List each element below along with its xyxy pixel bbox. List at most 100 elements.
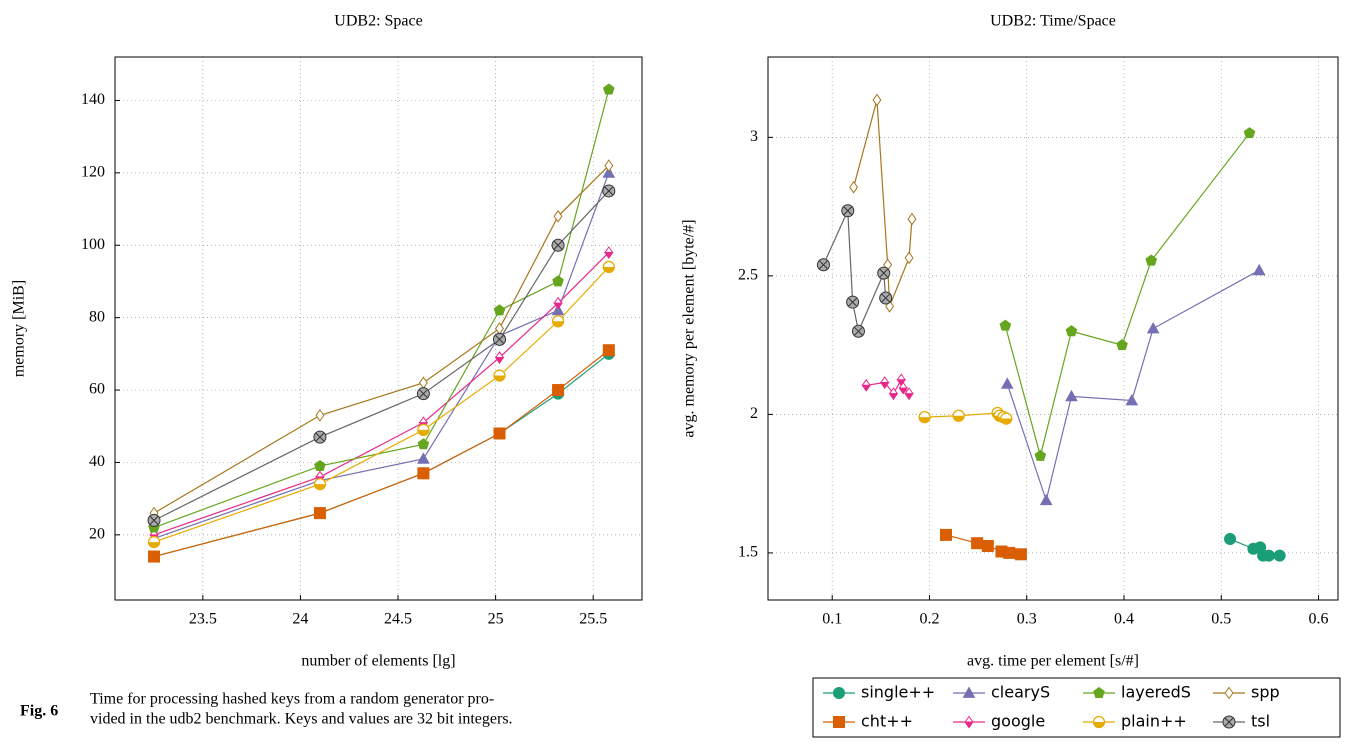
marker-shape <box>495 335 504 344</box>
marker <box>493 304 506 316</box>
marker <box>999 319 1012 331</box>
marker <box>1273 549 1286 562</box>
marker <box>1125 394 1139 406</box>
marker-shape <box>603 266 615 273</box>
marker <box>604 246 614 259</box>
marker-shape <box>602 166 616 178</box>
marker <box>877 266 891 280</box>
caption-label: Fig. 6 <box>20 703 58 720</box>
y-tick-label: 2 <box>750 405 758 422</box>
marker-shape <box>551 303 565 316</box>
marker-shape <box>552 384 565 397</box>
marker <box>553 209 563 223</box>
marker-shape <box>898 387 909 395</box>
y-tick-label: 3 <box>750 128 758 145</box>
marker <box>1039 493 1053 506</box>
marker <box>417 467 430 480</box>
x-tick-label: 25 <box>488 611 504 628</box>
marker <box>1003 546 1016 559</box>
marker-shape <box>418 376 428 390</box>
marker-shape <box>962 686 976 698</box>
marker <box>1116 339 1128 351</box>
marker-shape <box>493 304 506 316</box>
marker <box>551 315 565 328</box>
marker <box>1224 533 1237 546</box>
marker <box>1222 715 1236 729</box>
series-line <box>822 210 887 334</box>
marker-shape <box>1000 418 1012 425</box>
marker <box>981 539 994 552</box>
marker-shape <box>879 268 888 278</box>
legend-label: layeredS <box>1121 683 1191 702</box>
marker <box>493 427 506 440</box>
x-tick-label: 0.6 <box>1309 611 1329 628</box>
legend-label: spp <box>1251 683 1280 702</box>
marker <box>904 251 914 265</box>
y-tick-label: 140 <box>81 91 105 108</box>
marker <box>418 376 428 390</box>
marker <box>971 537 984 550</box>
series-line <box>153 190 610 521</box>
marker-shape <box>604 251 614 259</box>
marker <box>879 291 893 305</box>
marker-shape <box>907 212 917 226</box>
marker <box>918 411 931 424</box>
marker <box>313 507 326 520</box>
marker-shape <box>872 93 882 107</box>
plot-frame <box>767 56 1339 601</box>
marker-shape <box>315 432 325 442</box>
marker-shape <box>315 409 325 422</box>
marker-shape <box>1243 127 1256 139</box>
legend-label: plain++ <box>1121 712 1187 731</box>
marker <box>1014 548 1027 561</box>
marker-shape <box>602 344 615 357</box>
marker <box>148 550 161 563</box>
marker-shape <box>1262 549 1275 562</box>
marker <box>1252 263 1266 276</box>
series-line <box>153 353 610 558</box>
marker-shape <box>881 293 890 303</box>
legend-label: single++ <box>861 683 935 702</box>
marker-shape <box>1224 533 1237 546</box>
marker-shape <box>148 542 160 548</box>
legend-label: cht++ <box>861 712 913 731</box>
marker <box>872 93 882 107</box>
marker <box>1034 449 1047 461</box>
marker <box>313 478 327 491</box>
x-tick-label: 0.5 <box>1211 611 1231 628</box>
y-tick-label: 2.5 <box>738 267 758 284</box>
marker <box>494 351 505 364</box>
marker-shape <box>314 484 326 490</box>
marker <box>1243 127 1256 139</box>
marker-shape <box>861 384 872 392</box>
marker <box>417 438 430 450</box>
marker <box>552 384 565 397</box>
marker <box>493 369 506 382</box>
marker <box>602 260 615 274</box>
marker-shape <box>1125 394 1139 406</box>
chart-title: UDB2: Space <box>334 13 422 30</box>
marker-shape <box>1273 549 1286 562</box>
marker-shape <box>494 356 505 364</box>
caption-line: Time for processing hashed keys from a r… <box>90 691 494 708</box>
marker <box>833 687 845 699</box>
marker <box>493 332 507 346</box>
marker-shape <box>149 516 159 525</box>
marker-shape <box>1224 717 1234 727</box>
marker-shape <box>1000 377 1014 389</box>
y-axis-label: avg. memory per element [byte/#] <box>681 219 698 437</box>
marker <box>904 387 914 400</box>
marker-shape <box>419 389 428 398</box>
y-tick-label: 80 <box>89 308 105 325</box>
x-tick-label: 25.5 <box>579 611 607 628</box>
y-tick-label: 60 <box>89 381 105 398</box>
marker-shape <box>919 417 931 423</box>
x-tick-label: 0.3 <box>1017 611 1037 628</box>
marker-shape <box>1065 389 1078 402</box>
marker-shape <box>553 241 563 250</box>
marker-shape <box>1014 548 1027 561</box>
marker-shape <box>552 275 564 287</box>
legend-label: google <box>991 712 1045 731</box>
x-tick-label: 0.2 <box>919 611 939 628</box>
